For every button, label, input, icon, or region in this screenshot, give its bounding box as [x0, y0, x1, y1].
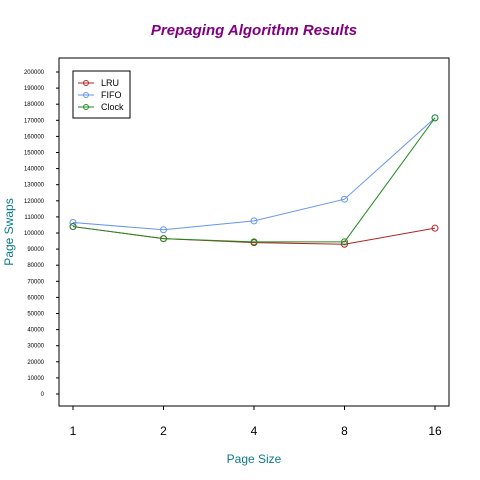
y-axis: 0 10000 20000 30000 40000 50000 60000 70000 8000…: [24, 70, 59, 398]
y-tick-label: 190000: [24, 86, 45, 92]
y-tick-label: 10000: [27, 376, 44, 382]
x-tick-label: 8: [341, 424, 348, 438]
y-tick-label: 200000: [24, 70, 45, 76]
y-tick-label: 40000: [27, 328, 44, 334]
y-tick-label: 130000: [24, 183, 45, 189]
legend-label-fifo: FIFO: [101, 90, 122, 100]
y-tick-label: 20000: [27, 360, 44, 366]
x-tick-label: 2: [160, 424, 167, 438]
y-axis-title: Page Swaps: [2, 198, 16, 265]
legend: LRU FIFO Clock: [72, 70, 131, 119]
data-point-fifo: [341, 195, 348, 203]
y-tick-label: 120000: [24, 199, 45, 205]
y-tick-label: 80000: [27, 263, 44, 269]
data-point-fifo: [250, 217, 258, 225]
data-point-fifo: [160, 226, 167, 234]
series-line-fifo: [72, 117, 436, 231]
y-tick-label: 50000: [27, 312, 44, 318]
data-point-clock: [69, 223, 77, 231]
y-tick-label: 150000: [24, 151, 45, 157]
y-tick-label: 180000: [24, 102, 45, 108]
legend-label-lru: LRU: [101, 78, 119, 88]
chart-title: Prepaging Algorithm Results: [151, 22, 357, 39]
y-tick-label: 100000: [24, 231, 45, 237]
legend-marker-lru: [83, 80, 89, 86]
legend-marker-clock: [83, 104, 89, 110]
y-tick-label: 70000: [27, 279, 44, 285]
y-tick-label: 170000: [24, 118, 45, 124]
y-tick-label: 90000: [27, 247, 44, 253]
x-tick-label: 4: [251, 424, 258, 438]
data-point-clock: [160, 235, 167, 243]
data-point-clock: [250, 238, 258, 246]
series-line-clock: [72, 117, 436, 243]
legend-box: [72, 70, 131, 119]
x-tick-label: 16: [428, 424, 442, 438]
legend-label-clock: Clock: [101, 102, 124, 112]
data-point-clock: [341, 238, 348, 246]
x-tick-label: 1: [70, 424, 77, 438]
y-tick-label: 110000: [24, 215, 44, 221]
x-axis-title: Page Size: [227, 452, 282, 466]
data-point-fifo: [69, 219, 77, 227]
y-tick-label: 30000: [27, 344, 44, 350]
y-tick-label: 0: [41, 392, 45, 398]
series-layer: [69, 114, 439, 248]
y-tick-label: 160000: [24, 134, 45, 140]
data-point-lru: [431, 224, 439, 232]
y-tick-label: 60000: [27, 295, 44, 301]
data-point-clock: [431, 114, 439, 122]
y-tick-label: 140000: [24, 167, 45, 173]
legend-marker-fifo: [83, 92, 89, 98]
x-axis: 1 2 4 8 16: [70, 406, 442, 438]
